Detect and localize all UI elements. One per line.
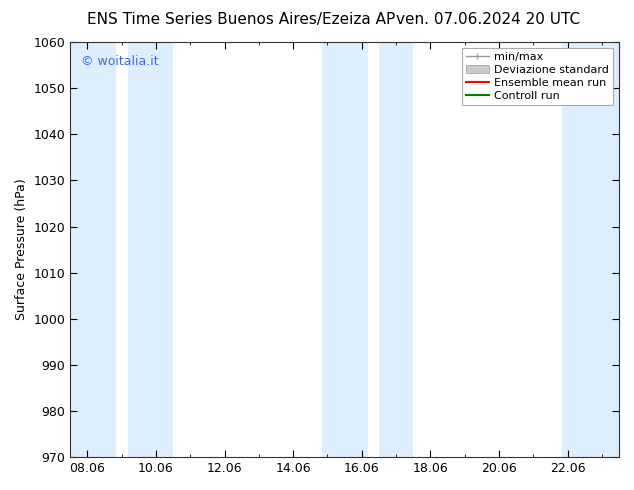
Y-axis label: Surface Pressure (hPa): Surface Pressure (hPa) bbox=[15, 179, 28, 320]
Bar bbox=[562, 42, 619, 457]
Legend: min/max, Deviazione standard, Ensemble mean run, Controll run: min/max, Deviazione standard, Ensemble m… bbox=[462, 48, 614, 105]
Bar bbox=[321, 42, 368, 457]
Text: ENS Time Series Buenos Aires/Ezeiza AP: ENS Time Series Buenos Aires/Ezeiza AP bbox=[87, 12, 395, 27]
Bar bbox=[127, 42, 173, 457]
Text: © woitalia.it: © woitalia.it bbox=[81, 54, 159, 68]
Bar bbox=[379, 42, 413, 457]
Text: ven. 07.06.2024 20 UTC: ven. 07.06.2024 20 UTC bbox=[396, 12, 580, 27]
Bar bbox=[70, 42, 116, 457]
